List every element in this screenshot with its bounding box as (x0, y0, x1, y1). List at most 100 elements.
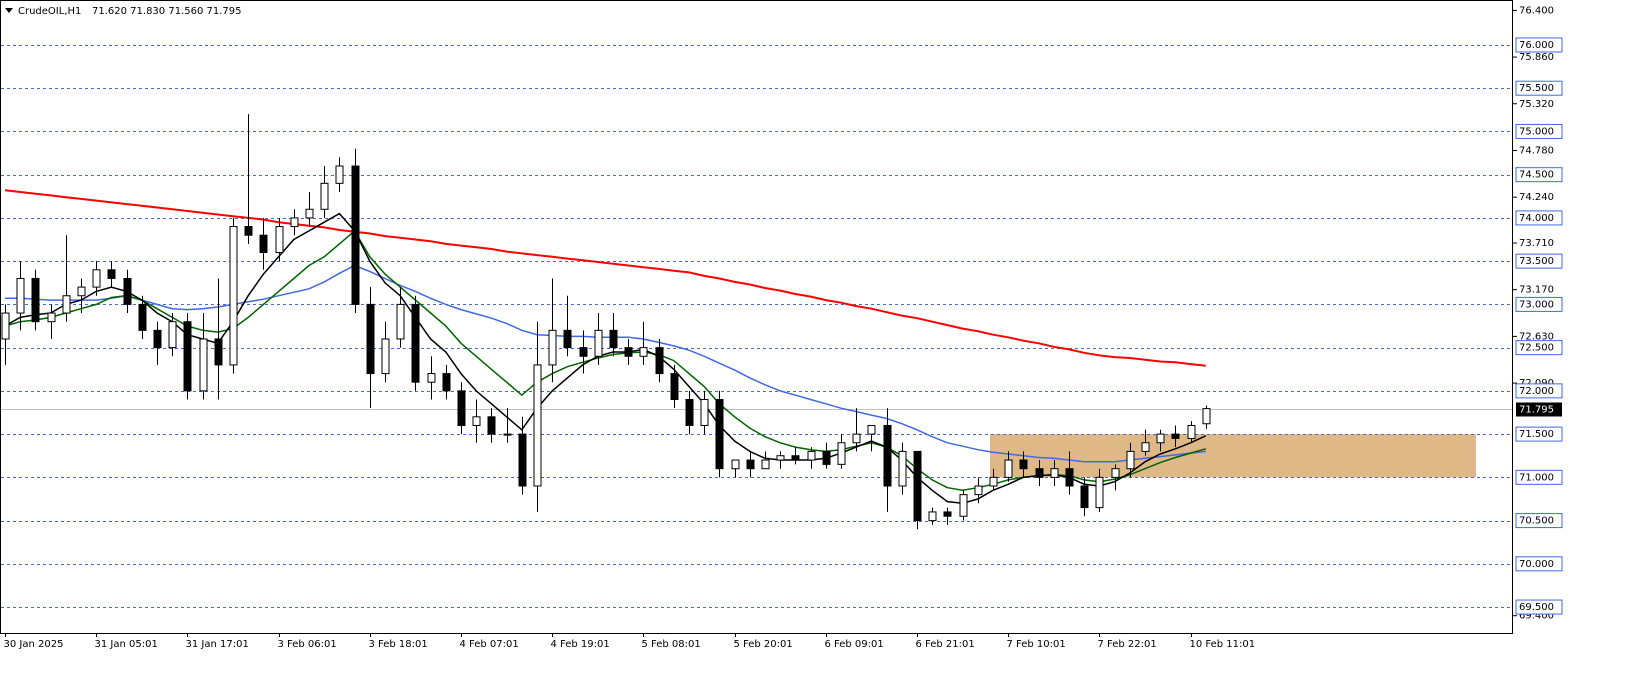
plot-frame (0, 0, 1513, 634)
candle-body (1, 312, 10, 340)
candle-body (335, 165, 344, 184)
candle-body (320, 182, 329, 210)
level-label: 70.500 (1519, 516, 1554, 527)
level-label-box (1515, 383, 1563, 399)
level-label: 76.000 (1519, 40, 1554, 51)
candle-body (123, 277, 132, 305)
candle-body (883, 424, 892, 487)
level-label-box (1515, 210, 1563, 226)
level-label-box (1515, 469, 1563, 485)
candle-body (807, 450, 816, 461)
candle-body (1004, 459, 1013, 478)
candle-body (913, 450, 922, 522)
candle-body (898, 450, 907, 487)
level-label: 74.000 (1519, 213, 1554, 224)
candle-body (153, 329, 162, 349)
level-label-box (1515, 340, 1563, 356)
moving-average (5, 264, 1206, 463)
x-tick-label: 7 Feb 10:01 (1007, 639, 1066, 650)
y-tick-label: 74.240 (1519, 192, 1554, 203)
candle-body (609, 329, 618, 349)
x-tick-label: 7 Feb 22:01 (1098, 639, 1157, 650)
y-tick-label: 75.320 (1519, 99, 1554, 110)
y-tick-label: 74.780 (1519, 145, 1554, 156)
x-tick-label: 31 Jan 05:01 (95, 639, 158, 650)
x-tick-label: 3 Feb 18:01 (369, 639, 428, 650)
level-label: 72.000 (1519, 386, 1554, 397)
candle-body (1019, 459, 1028, 470)
candle-body (867, 424, 876, 435)
candle-body (1111, 468, 1120, 478)
candle-body (1050, 468, 1059, 478)
x-tick-label: 3 Feb 06:01 (278, 639, 337, 650)
candle-body (183, 321, 192, 392)
level-label-box (1515, 599, 1563, 615)
candle-body (275, 226, 284, 254)
candle-body (229, 226, 238, 366)
candle-body (457, 390, 466, 426)
candle-body (427, 373, 436, 383)
candle-body (776, 455, 785, 461)
level-label: 73.500 (1519, 256, 1554, 267)
candle-body (563, 329, 572, 349)
level-label-box (1515, 123, 1563, 139)
x-tick-label: 5 Feb 20:01 (734, 639, 793, 650)
y-tick-label: 73.170 (1519, 285, 1554, 296)
x-tick-label: 6 Feb 09:01 (825, 639, 884, 650)
level-label: 73.000 (1519, 299, 1554, 310)
candle-body (943, 511, 952, 517)
candle-body (715, 399, 724, 470)
chart-title: CrudeOIL,H1 (18, 6, 81, 17)
x-tick-label: 31 Jan 17:01 (186, 639, 249, 650)
candle-body (791, 455, 800, 461)
candle-body (77, 286, 86, 297)
level-label: 71.500 (1519, 429, 1554, 440)
candle-body (579, 347, 588, 357)
candle-body (244, 226, 253, 236)
candle-body (700, 399, 709, 426)
y-tick-label: 72.630 (1519, 331, 1554, 342)
header-values: 71.620 71.830 71.560 71.795 (92, 6, 242, 17)
candle-body (487, 416, 496, 435)
candle-body (1141, 442, 1150, 452)
level-label-box (1515, 296, 1563, 312)
y-tick-label: 75.860 (1519, 52, 1554, 63)
candle-body (290, 217, 299, 228)
last-price-box (1516, 402, 1562, 417)
level-label-box (1515, 167, 1563, 183)
candle-body (746, 459, 755, 470)
candle-body (1187, 424, 1196, 439)
candle-body (503, 433, 512, 436)
zone (990, 434, 1476, 478)
candle-body (381, 338, 390, 375)
moving-average (4, 189, 1206, 367)
candle-body (62, 295, 71, 314)
candle-body (518, 433, 527, 487)
candle-body (655, 347, 664, 375)
candle-body (168, 321, 177, 349)
level-label: 75.000 (1519, 126, 1554, 137)
candle-body (1202, 408, 1211, 425)
level-label-box (1515, 80, 1563, 96)
menu-arrow[interactable] (5, 8, 13, 13)
candle-body (396, 303, 405, 340)
candle-body (31, 277, 40, 323)
moving-average (4, 229, 1207, 492)
level-label: 70.000 (1519, 559, 1554, 570)
candle-body (928, 511, 937, 522)
x-tick-label: 5 Feb 08:01 (642, 639, 701, 650)
level-label-box (1515, 426, 1563, 442)
candle-body (16, 277, 25, 314)
y-tick-label: 73.710 (1519, 238, 1554, 249)
candle-body (472, 416, 481, 426)
level-label: 75.500 (1519, 83, 1554, 94)
candle-body (1095, 476, 1104, 509)
candle-body (1156, 433, 1165, 444)
candle-body (974, 485, 983, 496)
candle-body (366, 303, 375, 375)
candle-body (1065, 468, 1074, 487)
candle-body (411, 303, 420, 383)
level-label-box (1515, 37, 1563, 53)
